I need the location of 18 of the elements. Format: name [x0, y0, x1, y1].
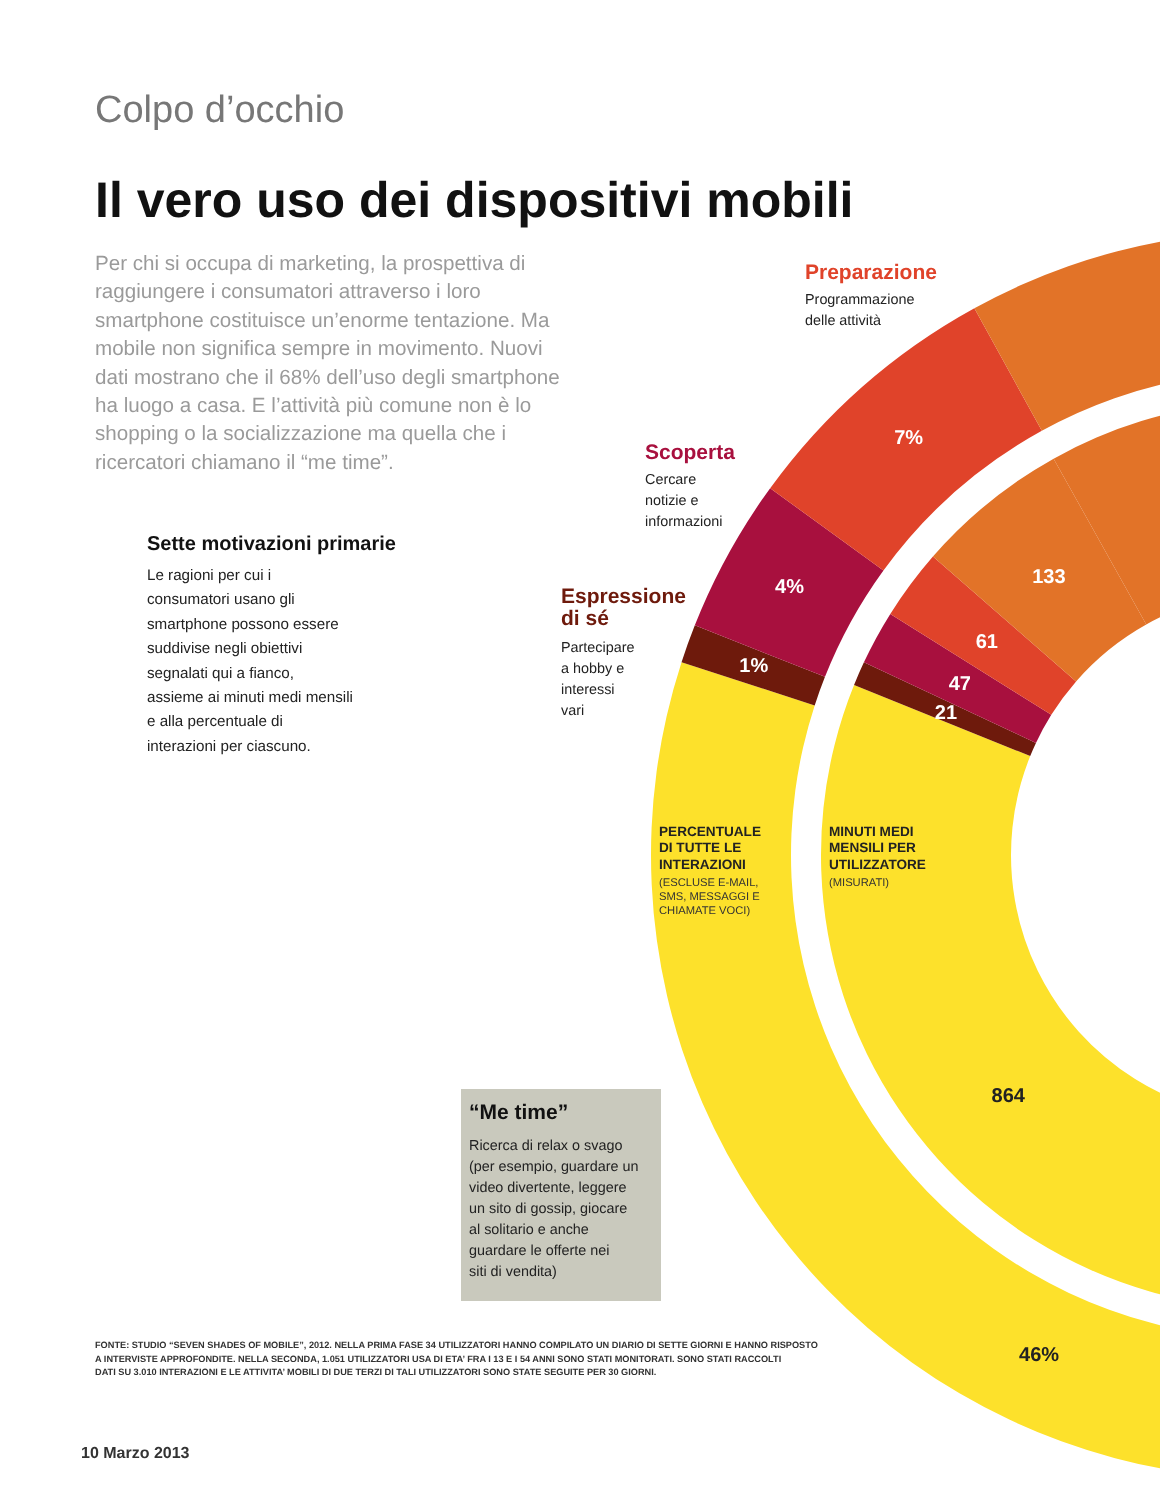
data-label: 47 — [948, 674, 972, 697]
text: Sette motivazioni primarie — [147, 534, 397, 556]
slice-label: “Me time” — [469, 1101, 569, 1125]
slice-label: Preparazione — [805, 261, 938, 285]
data-label: 61 — [975, 631, 999, 654]
data-label: 7% — [894, 428, 924, 451]
data-label: 133 — [1032, 567, 1067, 590]
text: Il vero uso dei dispositivi mobili — [95, 173, 854, 229]
data-label: 1% — [739, 656, 769, 679]
data-label: 4% — [775, 577, 805, 600]
data-label: 864 — [991, 1086, 1026, 1109]
slice-label: Espressione di sé — [561, 585, 687, 631]
slice-label: Scoperta — [645, 441, 736, 465]
text: Per chi si occupa di marketing, la prospettiva di raggiungere i consumatori attraverso i loro smartphone costituisce un’enorme tentazione. Ma mobile non significa sempre in movimento. Nuovi dati mostrano che il 68% dell’uso degli smartphone ha luogo a casa. E l’attività più comune non è lo shopping o la socializzazione ma quella che i ricercatori chiamano il “me time”. — [95, 254, 561, 475]
data-label: 21 — [934, 702, 958, 725]
text: 10 Marzo 2013 — [81, 1444, 191, 1462]
text: Colpo d’occhio — [95, 90, 345, 132]
data-label: 46% — [1019, 1345, 1060, 1368]
